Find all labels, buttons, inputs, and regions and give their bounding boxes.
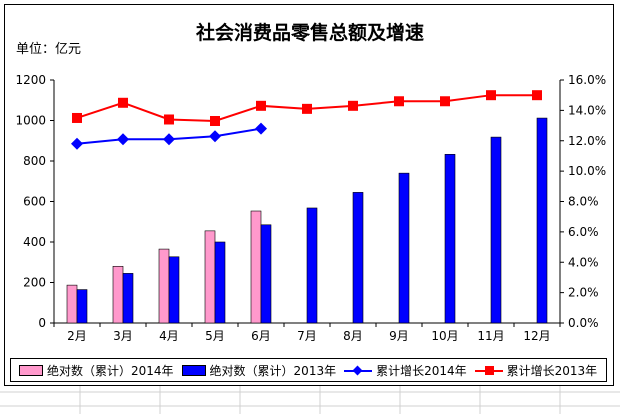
left-axis-tick-label: 1000 (15, 114, 46, 128)
bar-2014 (158, 248, 170, 324)
bar-2013 (352, 192, 364, 324)
chart-legend[interactable]: 绝对数（累计）2014年 绝对数（累计）2013年 累计增长2014年 累计增长… (10, 358, 607, 382)
x-axis-tick-label: 8月 (343, 329, 363, 343)
left-axis-tick-label: 600 (23, 195, 46, 209)
bar-2013 (260, 224, 272, 324)
marker-square-2013 (72, 112, 82, 123)
x-axis-tick-label: 5月 (205, 329, 225, 343)
legend-swatch-blue (181, 364, 206, 376)
marker-square-2013 (164, 114, 174, 125)
right-axis-tick-label: 6.0% (568, 225, 599, 239)
x-axis-tick-label: 9月 (389, 329, 409, 343)
legend-item-2014-growth: 累计增长2014年 (344, 362, 467, 379)
legend-label: 累计增长2014年 (376, 363, 467, 378)
x-axis-tick-label: 11月 (477, 329, 504, 343)
left-axis-tick-label: 200 (23, 276, 46, 290)
legend-item-2013-absolute: 绝对数（累计）2013年 (181, 362, 337, 379)
legend-line-diamond-icon (344, 365, 373, 375)
bar-2013 (398, 172, 410, 324)
x-axis-tick-label: 7月 (297, 329, 317, 343)
marker-square-2013 (348, 100, 358, 111)
marker-diamond-2014 (71, 137, 83, 150)
bar-2014 (112, 265, 124, 324)
right-axis-tick-label: 4.0% (568, 255, 599, 269)
marker-diamond-2014 (117, 133, 129, 146)
bar-2014 (66, 284, 78, 324)
legend-item-2013-growth: 累计增长2013年 (474, 362, 598, 379)
x-axis-tick-label: 4月 (159, 329, 179, 343)
right-axis-tick-label: 2.0% (568, 286, 599, 300)
left-axis-tick-label: 0 (38, 316, 46, 330)
marker-square-2013 (210, 116, 220, 127)
bar-2013 (490, 136, 502, 324)
x-axis-tick-label: 2月 (67, 329, 87, 343)
x-axis-tick-label: 3月 (113, 329, 133, 343)
bar-2014 (250, 210, 262, 324)
left-axis-tick-label: 400 (23, 235, 46, 249)
right-axis-tick-label: 12.0% (568, 134, 606, 148)
marker-diamond-2014 (209, 130, 221, 143)
legend-label: 累计增长2013年 (506, 363, 598, 378)
chart-title: 社会消费品零售总额及增速 (195, 22, 424, 44)
legend-label: 绝对数（累计）2014年 (47, 363, 174, 378)
bar-2013 (168, 256, 180, 324)
marker-square-2013 (394, 96, 404, 107)
legend-label: 绝对数（累计）2013年 (209, 363, 337, 378)
bar-2013 (214, 241, 226, 324)
marker-diamond-2014 (255, 122, 267, 135)
marker-square-2013 (486, 90, 496, 101)
right-axis-tick-label: 8.0% (568, 195, 599, 209)
marker-square-2013 (302, 103, 312, 114)
right-axis-tick-label: 10.0% (568, 164, 606, 178)
left-axis-tick-label: 800 (23, 154, 46, 168)
legend-swatch-pink (19, 364, 43, 376)
right-axis-tick-label: 16.0% (568, 73, 606, 87)
bar-2013 (444, 154, 456, 324)
marker-square-2013 (440, 96, 450, 107)
x-axis-tick-label: 6月 (251, 329, 271, 343)
legend-item-2014-absolute: 绝对数（累计）2014年 (19, 362, 174, 379)
bar-2013 (536, 117, 548, 324)
bar-2013 (122, 273, 134, 324)
x-axis-tick-label: 10月 (431, 329, 458, 343)
unit-label: 单位：亿元 (16, 42, 82, 57)
legend-line-square-icon (474, 365, 503, 375)
right-axis-tick-label: 0.0% (568, 316, 599, 330)
bar-2013 (306, 207, 318, 324)
x-axis-tick-label: 12月 (523, 329, 550, 343)
marker-diamond-2014 (163, 133, 175, 146)
marker-square-2013 (532, 90, 542, 101)
marker-square-2013 (256, 100, 266, 111)
right-axis-tick-label: 14.0% (568, 103, 606, 117)
bar-2014 (204, 230, 216, 324)
bar-2013 (76, 289, 88, 324)
left-axis-tick-label: 1200 (15, 73, 46, 87)
marker-square-2013 (118, 97, 128, 108)
